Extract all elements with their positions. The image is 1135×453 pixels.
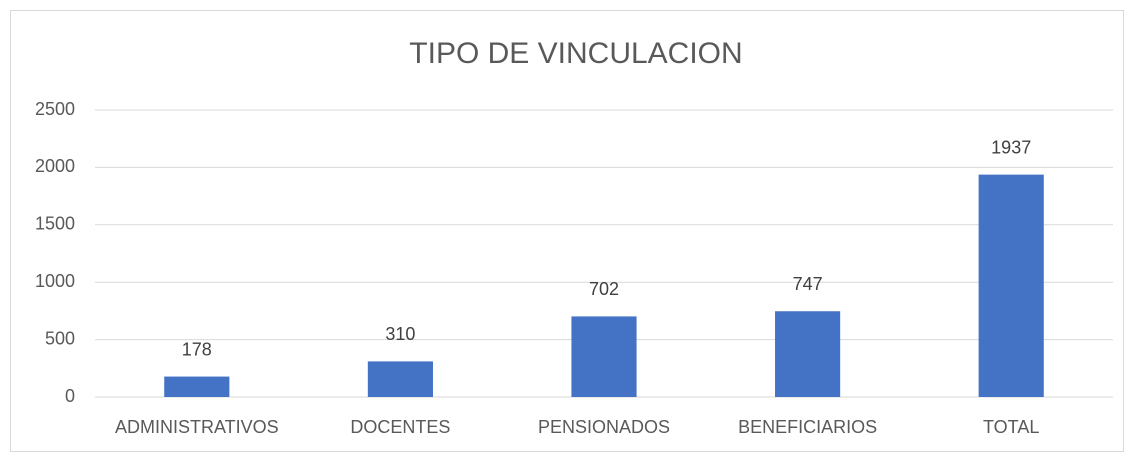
x-tick-label: ADMINISTRATIVOS bbox=[115, 417, 279, 437]
chart-title: TIPO DE VINCULACION bbox=[409, 37, 742, 70]
bar bbox=[164, 376, 230, 397]
data-label: 747 bbox=[793, 274, 823, 294]
bar bbox=[367, 361, 433, 397]
y-tick-label: 1500 bbox=[35, 214, 75, 234]
data-label: 310 bbox=[385, 324, 415, 344]
data-label: 1937 bbox=[991, 137, 1031, 157]
y-tick-label: 500 bbox=[45, 328, 75, 348]
bar bbox=[775, 311, 841, 397]
y-tick-label: 1000 bbox=[35, 271, 75, 291]
bar bbox=[978, 174, 1044, 397]
data-label: 702 bbox=[589, 279, 619, 299]
x-tick-label: PENSIONADOS bbox=[538, 417, 670, 437]
x-tick-label: TOTAL bbox=[983, 417, 1039, 437]
data-label: 178 bbox=[182, 339, 212, 359]
y-tick-label: 2500 bbox=[35, 99, 75, 119]
x-tick-label: DOCENTES bbox=[350, 417, 450, 437]
bar bbox=[571, 316, 637, 397]
x-tick-label: BENEFICIARIOS bbox=[738, 417, 877, 437]
y-tick-label: 2000 bbox=[35, 156, 75, 176]
y-tick-label: 0 bbox=[65, 386, 75, 406]
